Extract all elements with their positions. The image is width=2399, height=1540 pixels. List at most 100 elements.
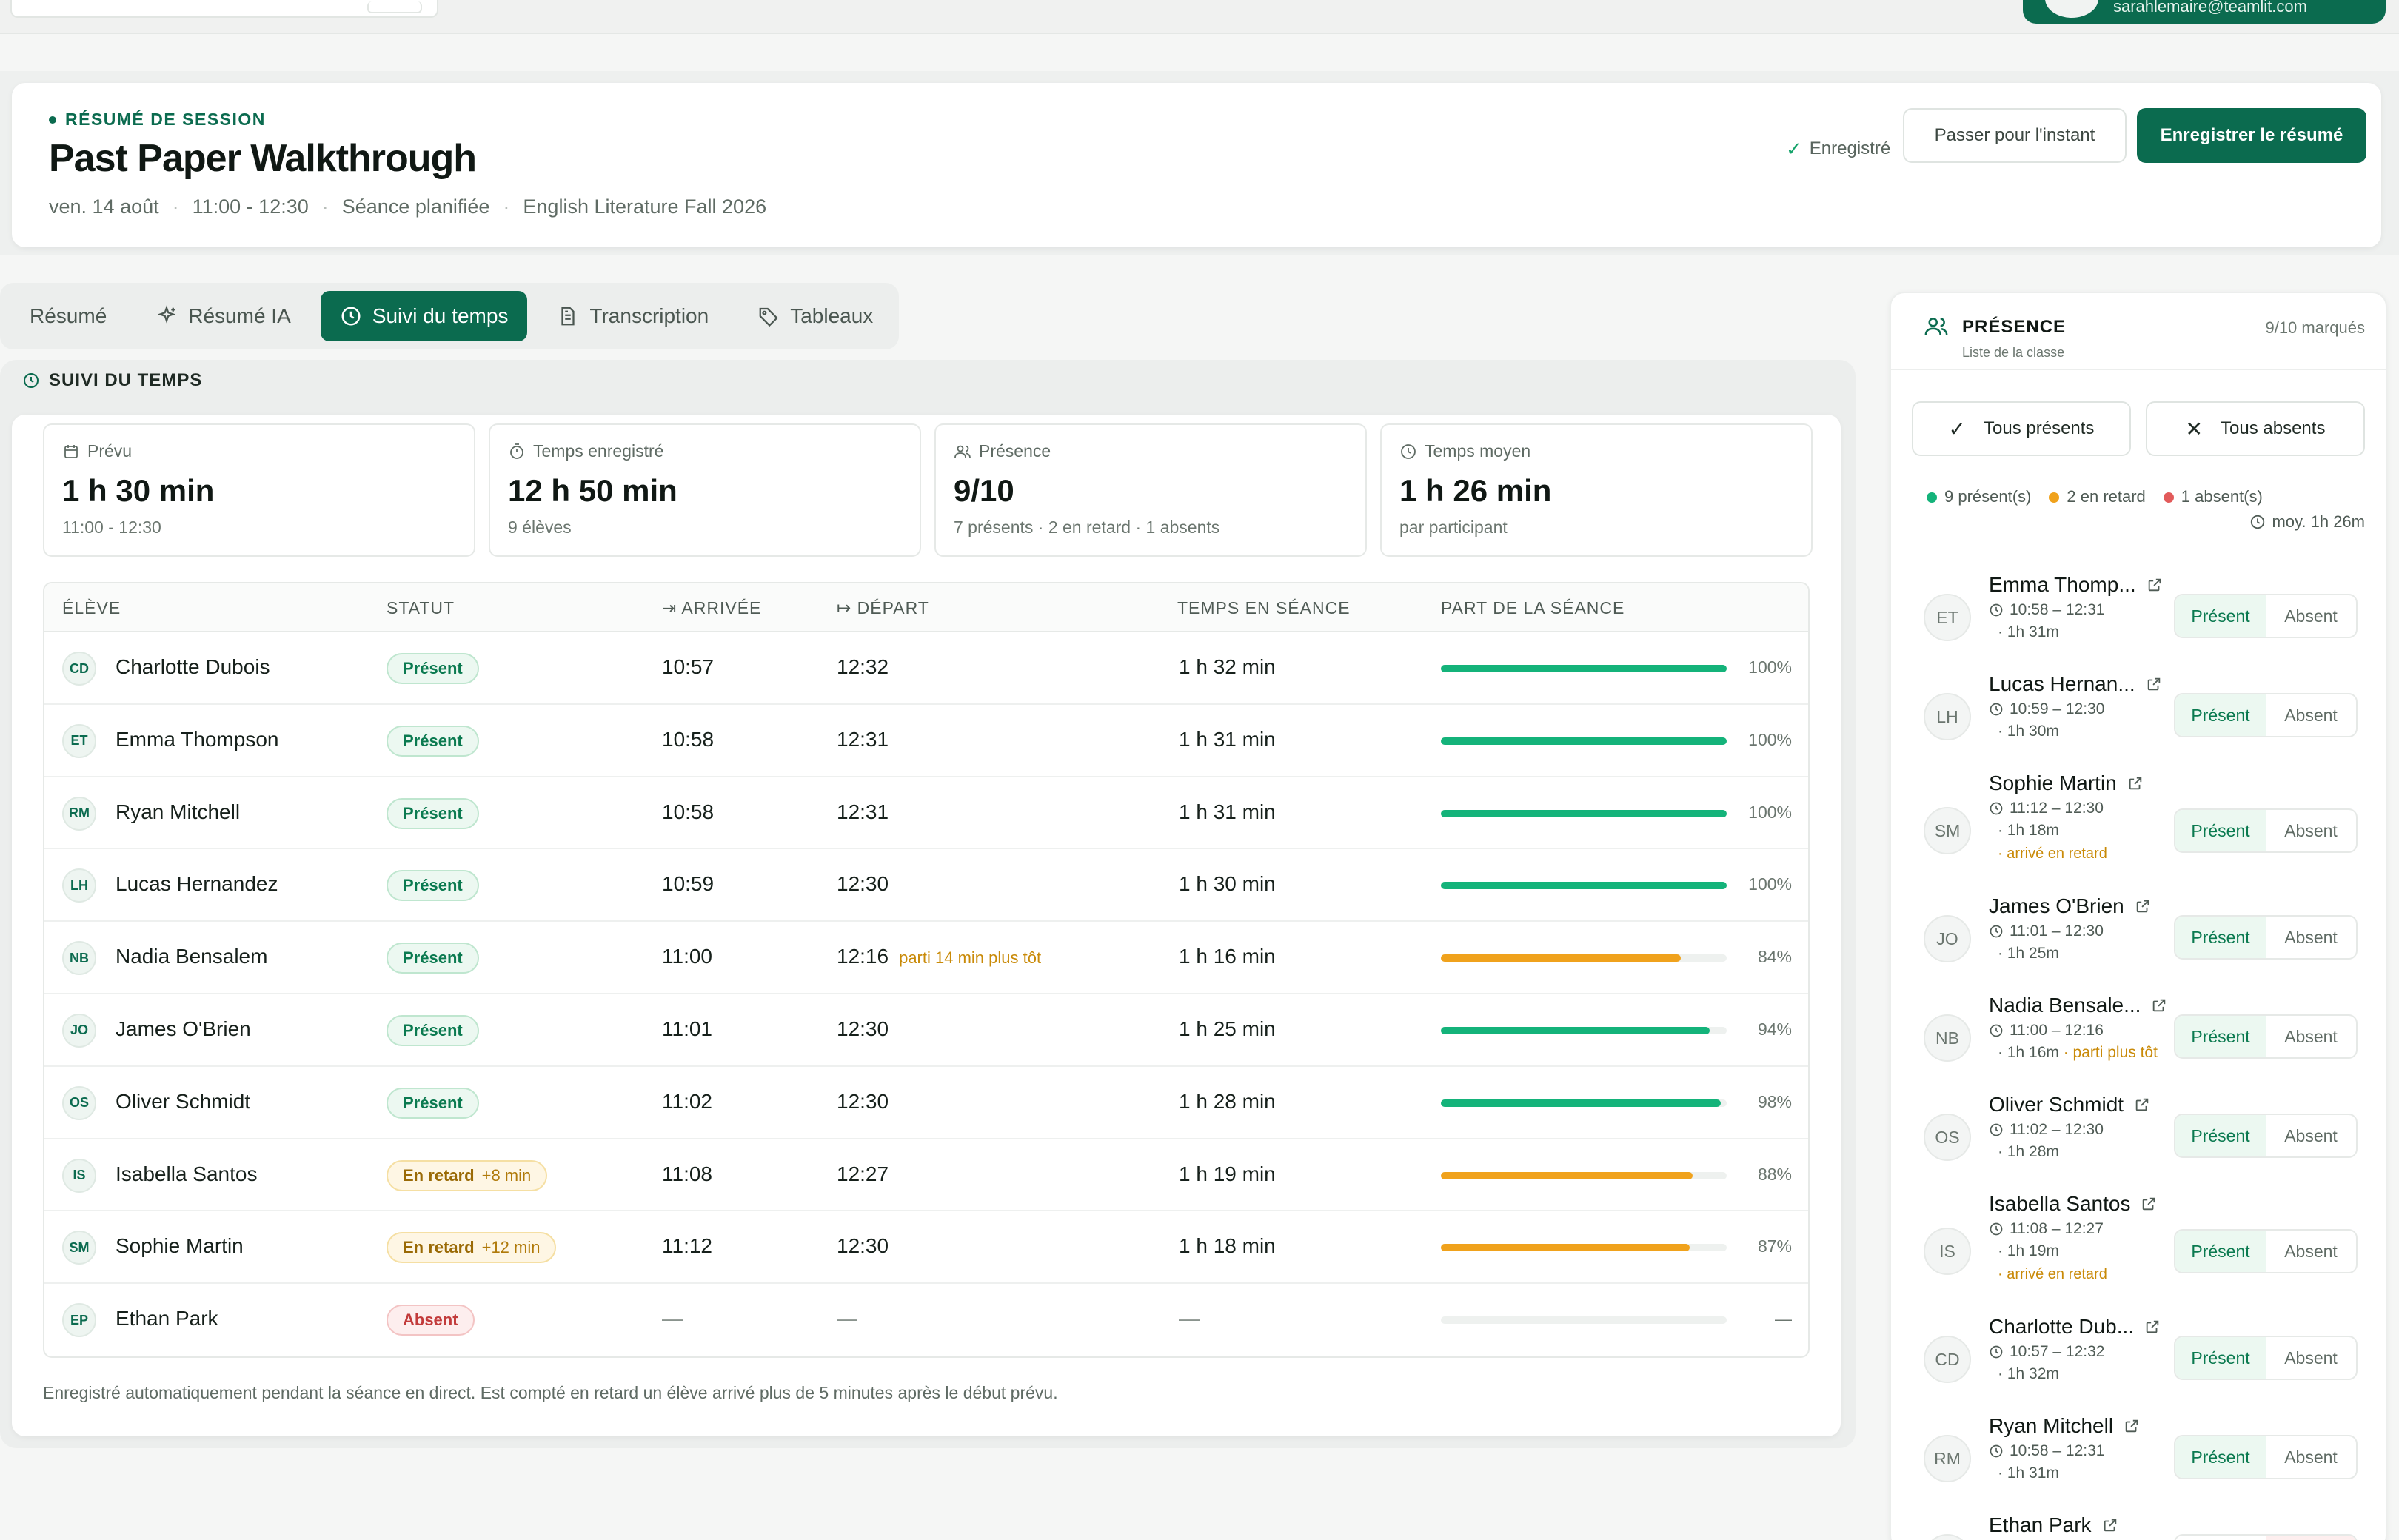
absent-option[interactable]: Absent <box>2284 705 2338 725</box>
absent-option[interactable]: Absent <box>2284 1348 2338 1367</box>
tab-resume[interactable]: Résumé <box>10 291 126 341</box>
skip-button[interactable]: Passer pour l'instant <box>1903 108 2127 163</box>
absent-option[interactable]: Absent <box>2284 927 2338 947</box>
calendar-icon <box>64 444 78 458</box>
external-link-icon[interactable] <box>2124 1418 2140 1434</box>
time-range: 11:00 – 12:16 <box>1989 1022 2104 1040</box>
external-link-icon[interactable] <box>2147 577 2163 593</box>
external-link-icon[interactable] <box>2135 898 2151 914</box>
absent-option[interactable]: Absent <box>2284 1125 2338 1145</box>
mark-all-present-button[interactable]: ✓ Tous présents <box>1912 401 2131 456</box>
table-row[interactable]: CD Charlotte Dubois Présent 10:57 12:32 1 h 3… <box>44 632 1808 705</box>
table-row[interactable]: NB Nadia Bensalem Présent 11:00 12:16 parti 1… <box>44 922 1808 994</box>
absent-option[interactable]: Absent <box>2284 820 2338 840</box>
clock-icon <box>341 307 361 326</box>
arrival-time: 11:08 <box>662 1162 712 1185</box>
status-badge: En retard +12 min <box>387 1232 557 1264</box>
attendance-toggle: Présent Absent <box>2174 1114 2358 1158</box>
time-range-label: 10:58 – 12:31 <box>2010 601 2105 618</box>
tab-transcription[interactable]: Transcription <box>538 291 728 341</box>
legend-absent: 1 absent(s) <box>2163 487 2263 506</box>
tab-label: Suivi du temps <box>372 304 509 327</box>
col-departure: ↦ DÉPART <box>837 598 929 618</box>
student-name-row: James O'Brien <box>1989 894 2151 918</box>
table-row[interactable]: LH Lucas Hernandez Présent 10:59 12:30 1 h 30… <box>44 849 1808 923</box>
duration-label: · 1h 19m <box>1998 1242 2059 1259</box>
session-meta: ven. 14 août · 11:00 - 12:30 · Séance plan… <box>49 195 766 218</box>
arrival-icon: ⇥ <box>662 598 677 617</box>
clock-icon <box>1990 703 2003 716</box>
absent-option[interactable]: Absent <box>2284 1241 2338 1261</box>
table-row[interactable]: SM Sophie Martin En retard +12 min 11:12 12:3… <box>44 1211 1808 1285</box>
absent-option[interactable]: Absent <box>2284 1447 2338 1467</box>
duration: 1 h 19 min <box>1179 1162 1276 1185</box>
share-bar-fill <box>1441 1244 1690 1252</box>
student-name-row: Nadia Bensale... <box>1989 994 2167 1017</box>
present-option[interactable]: Présent <box>2175 595 2266 637</box>
tab-tableaux[interactable]: Tableaux <box>738 291 892 341</box>
legend-absent-label: 1 absent(s) <box>2181 487 2263 506</box>
external-link-icon[interactable] <box>2151 997 2167 1014</box>
present-option[interactable]: Présent <box>2175 1231 2266 1272</box>
present-option[interactable]: Présent <box>2175 1016 2266 1057</box>
user-account-pill[interactable]: sarahlemaire@teamlit.com <box>2023 0 2386 24</box>
absent-option[interactable]: Absent <box>2284 606 2338 626</box>
external-link-icon[interactable] <box>2134 1097 2150 1113</box>
stats-row: Prévu 1 h 30 min 11:00 - 12:30 Temps enr… <box>43 424 1813 557</box>
time-range: 10:57 – 12:32 <box>1989 1343 2104 1361</box>
status-label: Absent <box>403 1310 458 1330</box>
col-duration: TEMPS EN SÉANCE <box>1177 598 1351 617</box>
student-name: Sophie Martin <box>116 1234 244 1258</box>
search-bar[interactable] <box>10 0 438 18</box>
table-row[interactable]: JO James O'Brien Présent 11:01 12:30 1 h 25 m… <box>44 994 1808 1067</box>
present-option[interactable]: Présent <box>2175 694 2266 736</box>
absent-option[interactable]: Absent <box>2284 1026 2338 1046</box>
external-link-icon[interactable] <box>2102 1517 2118 1533</box>
dot-icon <box>49 116 56 124</box>
status-label: En retard <box>403 1238 475 1257</box>
external-link-icon[interactable] <box>2127 775 2144 791</box>
table-row[interactable]: OS Oliver Schmidt Présent 11:02 12:30 1 h 28 … <box>44 1067 1808 1139</box>
legend-late-label: 2 en retard <box>2067 487 2146 506</box>
table-row[interactable]: IS Isabella Santos En retard +8 min 11:08 12:… <box>44 1139 1808 1212</box>
avatar <box>2045 0 2098 18</box>
legend-present: 9 présent(s) <box>1927 487 2031 506</box>
present-option[interactable]: Présent <box>2175 1436 2266 1478</box>
mark-all-absent-button[interactable]: ✕ Tous absents <box>2146 401 2365 456</box>
present-option[interactable]: Présent <box>2175 1115 2266 1156</box>
share-percent: 88% <box>1757 1164 1792 1184</box>
present-option[interactable]: Présent <box>2175 810 2266 851</box>
share-percent: 100% <box>1748 874 1792 894</box>
session-date: ven. 14 août <box>49 195 159 218</box>
present-option[interactable]: Présent <box>2175 917 2266 958</box>
duration-row: · 1h 18m <box>1998 822 2059 840</box>
student-name: James O'Brien <box>1989 894 2124 917</box>
present-option[interactable]: Présent <box>2175 1536 2266 1540</box>
student-name-row: Charlotte Dub... <box>1989 1315 2161 1339</box>
present-option[interactable]: Présent <box>2175 1337 2266 1379</box>
session-eyebrow: RÉSUMÉ DE SESSION <box>49 110 266 130</box>
table-row[interactable]: RM Ryan Mitchell Présent 10:58 12:31 1 h 31 m… <box>44 777 1808 850</box>
external-link-icon[interactable] <box>2146 676 2162 692</box>
tab-suivi-du-temps[interactable]: Suivi du temps <box>320 291 528 341</box>
table-row[interactable]: ET Emma Thompson Présent 10:58 12:31 1 h 31 m… <box>44 705 1808 777</box>
stat-value: 1 h 30 min <box>62 473 215 508</box>
tab-resume-ia[interactable]: Résumé IA <box>136 291 310 341</box>
clock-icon <box>1990 1024 2003 1037</box>
time-range-label: 11:01 – 12:30 <box>2010 923 2104 940</box>
save-summary-button[interactable]: Enregistrer le résumé <box>2137 108 2366 163</box>
departure-time: 12:30 <box>837 1089 889 1113</box>
student-name: Oliver Schmidt <box>116 1089 251 1113</box>
absent-option[interactable]: Absent <box>2266 1536 2356 1540</box>
avatar: IS <box>1924 1228 1971 1275</box>
status-badge: Présent <box>387 653 479 684</box>
status-label: Présent <box>403 1093 463 1112</box>
legend-present-label: 9 présent(s) <box>1944 487 2032 506</box>
duration-row: · 1h 32m <box>1998 1365 2059 1383</box>
table-row[interactable]: EP Ethan Park Absent — — — — <box>44 1284 1808 1356</box>
share-bar <box>1441 1099 1727 1107</box>
external-link-icon[interactable] <box>2144 1319 2161 1335</box>
external-link-icon[interactable] <box>2141 1196 2157 1212</box>
session-time: 11:00 - 12:30 <box>192 195 309 218</box>
